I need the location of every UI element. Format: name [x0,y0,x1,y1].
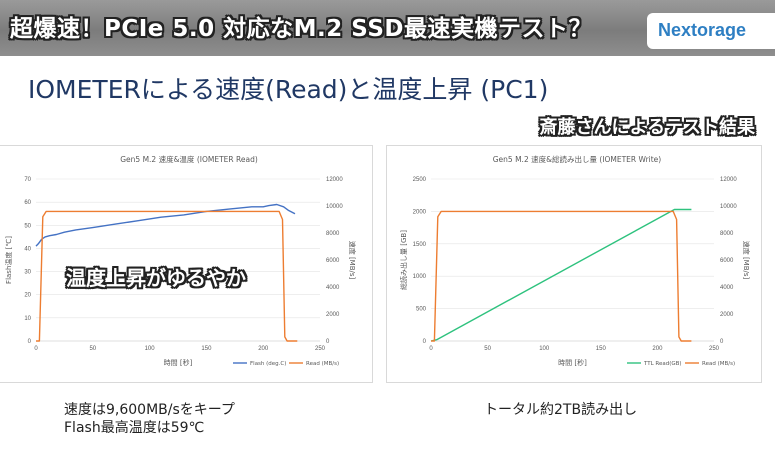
y2-axis-label: 速度 [MB/s] [742,241,751,280]
y2-tick-label: 10000 [326,204,343,210]
note-left: 速度は9,600MB/sをキープ Flash最高温度は59℃ [64,401,235,437]
overlay-caption: 温度上昇がゆるやか [66,266,246,290]
y2-tick-label: 6000 [720,258,734,264]
y-tick-label: 70 [24,177,31,183]
y-tick-label: 0 [423,339,427,345]
y2-tick-label: 2000 [326,312,340,318]
y2-tick-label: 8000 [326,231,340,237]
chart-panel-read: Gen5 M.2 速度&温度 (IOMETER Read) 0 10 20 30 40 50… [0,145,373,383]
x-tick-label: 100 [539,346,550,352]
y-tick-label: 20 [24,293,31,299]
y-tick-label: 500 [416,307,427,313]
legend-label: TTL Read(GB) [643,361,682,367]
x-tick-label: 250 [315,346,326,352]
note-right: トータル約2TB読み出し [484,402,638,418]
brand-logo: Nextorage [647,13,775,49]
chart-total-read: Gen5 M.2 速度&総読み出し量 (IOMETER Write)050010… [399,154,751,367]
y-axis-label: Flash温度 [℃] [4,236,13,284]
y2-tick-label: 4000 [326,285,340,291]
x-tick-label: 150 [596,346,607,352]
chart-read-temperature: Gen5 M.2 速度&温度 (IOMETER Read) 0 10 20 30 40 50… [4,154,357,367]
series-line [431,210,692,342]
y-tick-label: 1500 [413,242,427,248]
y-tick-label: 40 [24,246,31,252]
note-left-line-1: 速度は9,600MB/sをキープ [64,402,235,418]
x-tick-label: 150 [201,346,212,352]
test-caption: 斎藤さんによるテスト結果 [539,117,755,138]
legend-label: Flash (deg.C) [250,361,286,367]
y-tick-label: 50 [24,223,31,229]
y2-tick-label: 0 [326,339,330,345]
x-tick-label: 0 [429,346,433,352]
y-tick-label: 10 [24,316,31,322]
brand-name: Nextorage [658,20,747,40]
y2-tick-label: 6000 [326,258,340,264]
x-tick-label: 200 [652,346,663,352]
note-left-line-2: Flash最高温度は59℃ [64,420,205,436]
series-line [36,210,298,342]
y-tick-label: 1000 [413,274,427,280]
y-axis-label: 総読み出し量 [GB] [399,230,408,290]
y-tick-label: 2500 [413,177,427,183]
y2-tick-label: 2000 [720,312,734,318]
y2-tick-label: 4000 [720,285,734,291]
series-line [35,203,296,247]
chart-title: Gen5 M.2 速度&温度 (IOMETER Read) [120,154,258,164]
y-tick-label: 30 [24,270,31,276]
y2-tick-label: 8000 [720,231,734,237]
chart-title: Gen5 M.2 速度&総読み出し量 (IOMETER Write) [493,154,662,164]
y2-tick-label: 12000 [326,177,343,183]
x-tick-label: 50 [484,346,491,352]
y2-tick-label: 10000 [720,204,737,210]
slide-title: IOMETERによる速度(Read)と温度上昇 (PC1) [28,75,549,104]
x-tick-label: 50 [89,346,96,352]
x-tick-label: 250 [709,346,720,352]
y2-axis-label: 速度 [MB/s] [348,241,357,280]
header-title: 超爆速！PCIe 5.0 対応なM.2 SSD最速実機テスト？ [10,16,592,42]
y2-tick-label: 12000 [720,177,737,183]
chart-panel-total: Gen5 M.2 速度&総読み出し量 (IOMETER Write) 0 500 10… [386,145,762,383]
x-tick-label: 200 [258,346,269,352]
legend-label: Read (MB/s) [702,361,735,367]
x-axis-label: 時間 [秒] [558,358,587,367]
y-tick-label: 60 [24,200,31,206]
y-tick-label: 2000 [413,209,427,215]
x-tick-label: 0 [34,346,38,352]
x-tick-label: 100 [145,346,156,352]
series-line [430,208,692,342]
header-banner: 超爆速！PCIe 5.0 対応なM.2 SSD最速実機テスト？ Nextorag… [0,0,775,56]
legend-label: Read (MB/s) [306,361,339,367]
x-axis-label: 時間 [秒] [164,358,193,367]
y2-tick-label: 0 [720,339,724,345]
y-tick-label: 0 [28,339,32,345]
